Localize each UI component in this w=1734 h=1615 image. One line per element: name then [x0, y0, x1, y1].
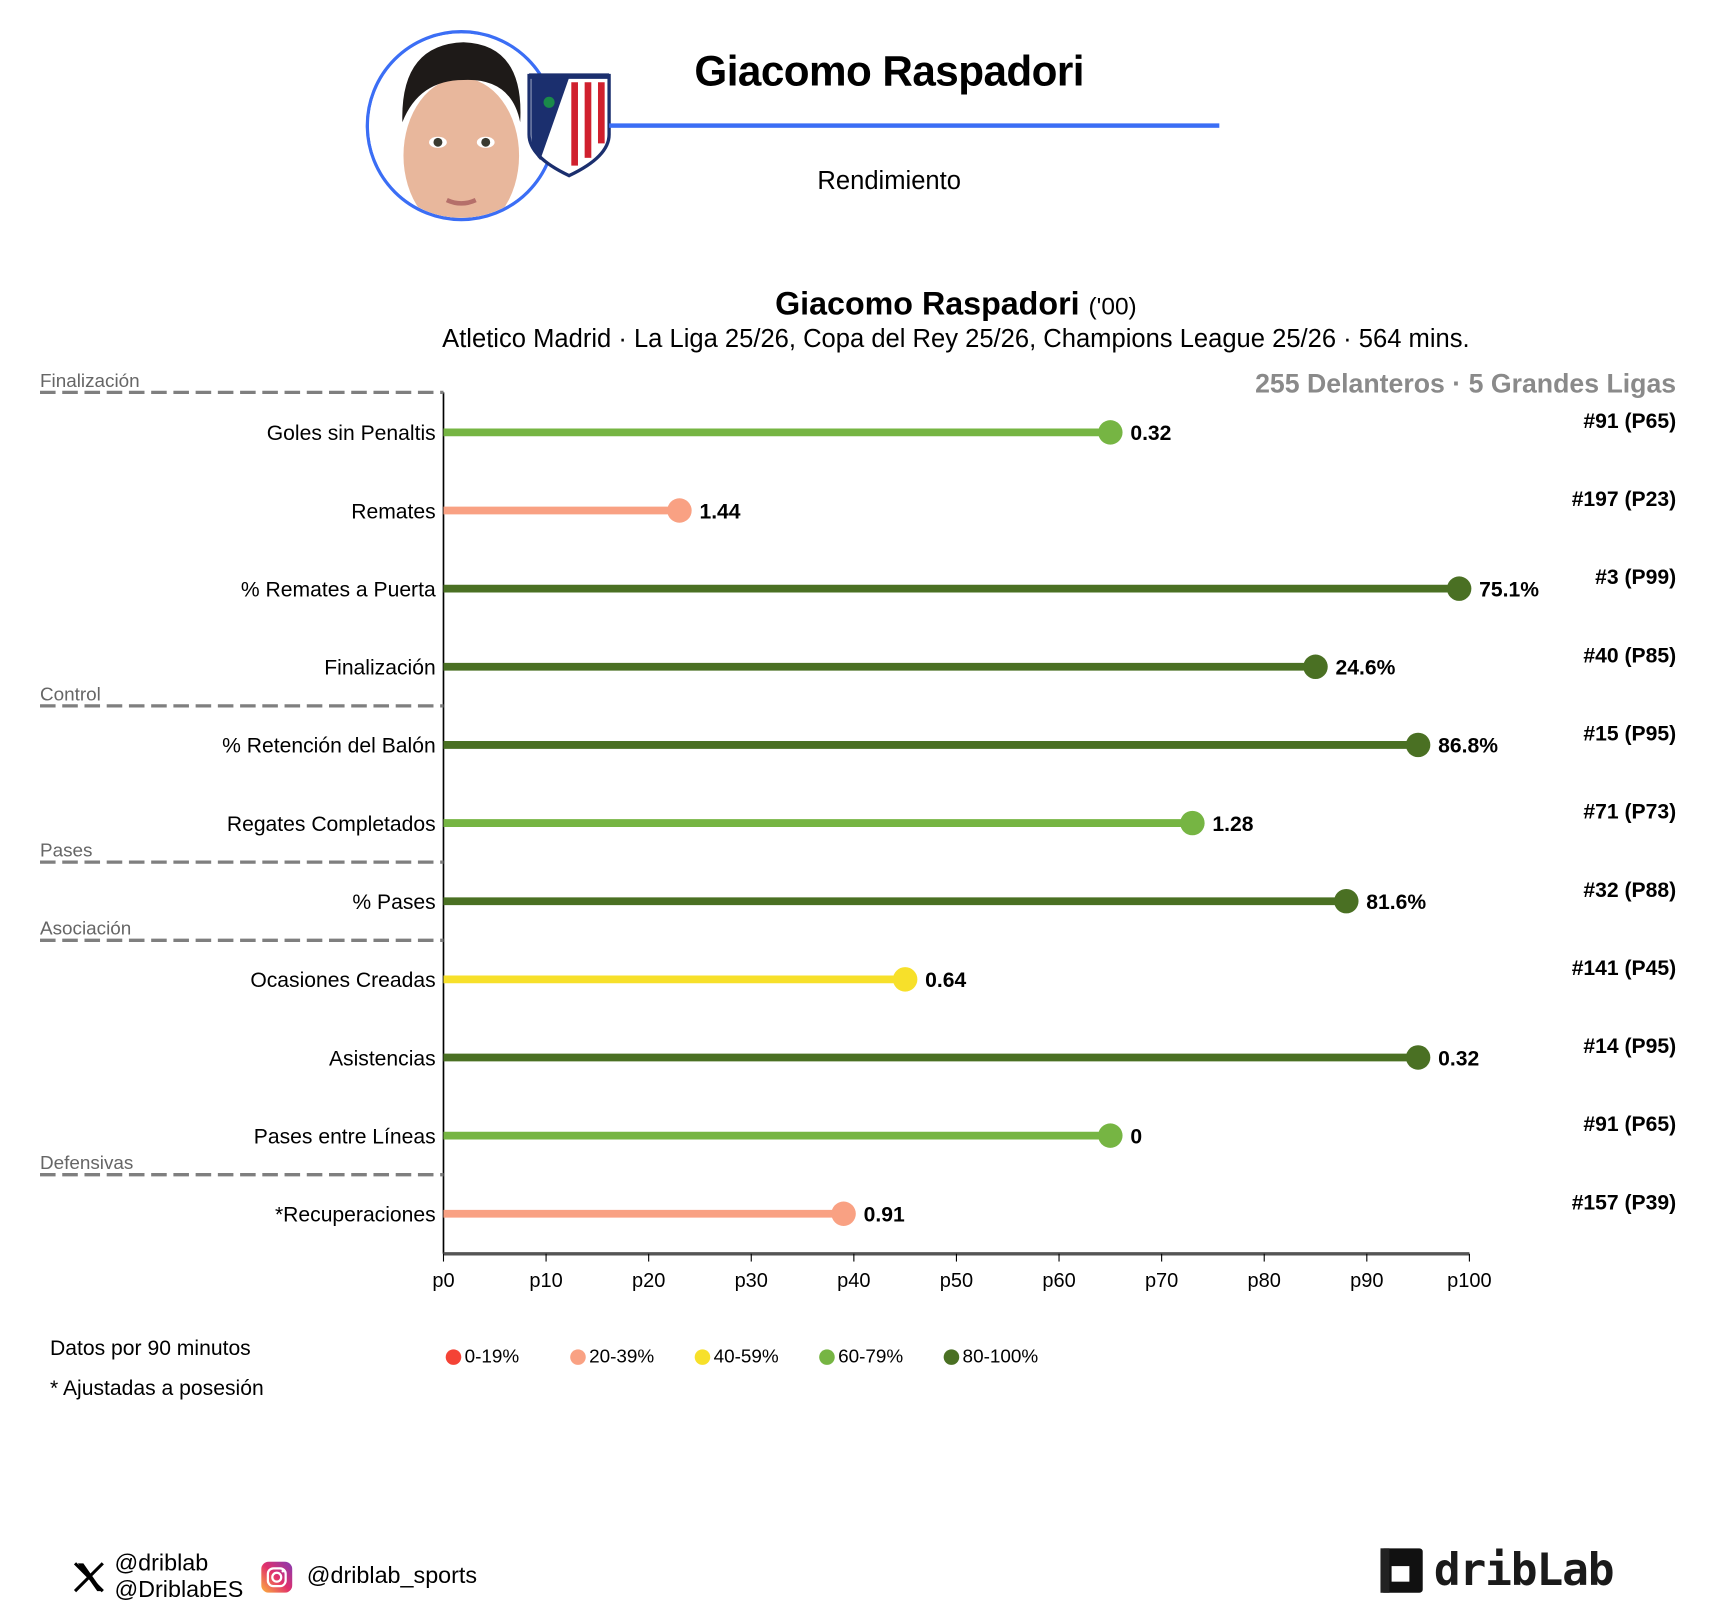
- metric-dot: [1098, 1123, 1123, 1148]
- chart-title: Giacomo Raspadori ('00): [333, 287, 1578, 324]
- legend-label: 80-100%: [962, 1346, 1039, 1368]
- x-handle-2[interactable]: @DriblabES: [114, 1577, 244, 1603]
- legend-dot-icon: [570, 1349, 586, 1365]
- metric-label: Regates Completados: [227, 813, 436, 836]
- x-tick-label: p50: [940, 1270, 973, 1292]
- metric-rank: #3 (P99): [1595, 566, 1676, 589]
- x-tick-label: p80: [1248, 1270, 1281, 1292]
- section-label: Asociación: [40, 919, 131, 940]
- metric-rank: #14 (P95): [1583, 1035, 1676, 1058]
- driblab-logo-text: dribLab: [1433, 1544, 1615, 1597]
- legend-dot-icon: [445, 1349, 462, 1365]
- x-tick-label: p10: [529, 1270, 562, 1292]
- legend-item: 20-39%: [570, 1346, 694, 1368]
- metric-rank: #40 (P85): [1583, 644, 1676, 667]
- lollipop-chart: p0 p10 p20 p30 p40 p50 p60 p70 p80 p90 p100 Finaliz…: [40, 371, 1676, 1292]
- metric-value: 0.32: [1130, 422, 1171, 445]
- section-label: Finalización: [40, 371, 140, 392]
- x-tick-label: p100: [1447, 1270, 1492, 1292]
- x-handle-1[interactable]: @driblab: [114, 1550, 209, 1577]
- metric-label: Goles sin Penaltis: [267, 422, 436, 445]
- note-per90: Datos por 90 minutos: [50, 1337, 251, 1361]
- x-logo-icon: [73, 1562, 104, 1593]
- x-tick-label: p60: [1042, 1270, 1075, 1292]
- metric-value: 81.6%: [1366, 891, 1426, 914]
- metric-value: 1.44: [699, 500, 740, 523]
- metric-label: % Remates a Puerta: [241, 578, 436, 601]
- driblab-logo-icon: [1380, 1548, 1423, 1593]
- metric-rank: #91 (P65): [1583, 1113, 1676, 1136]
- x-tick-label: p90: [1350, 1270, 1383, 1292]
- x-tick-label: p40: [837, 1270, 870, 1292]
- metric-rank: #157 (P39): [1572, 1191, 1676, 1214]
- legend-label: 60-79%: [838, 1346, 904, 1368]
- legend-label: 20-39%: [589, 1346, 655, 1368]
- metric-dot: [892, 967, 918, 992]
- legend-item: 40-59%: [694, 1346, 819, 1368]
- metric-value: 86.8%: [1438, 735, 1498, 758]
- legend-dot-icon: [694, 1349, 711, 1365]
- section-label: Pases: [40, 841, 92, 862]
- metric-value: 1.28: [1212, 813, 1253, 836]
- header-subtitle: Rendimiento: [817, 165, 961, 195]
- section-label: Defensivas: [40, 1153, 133, 1174]
- metric-value: 0.32: [1438, 1047, 1479, 1070]
- metric-rank: #141 (P45): [1572, 957, 1676, 980]
- metric-value: 0: [1130, 1125, 1142, 1148]
- x-tick-label: p30: [735, 1270, 768, 1292]
- metric-dot: [667, 498, 692, 523]
- metric-label: % Pases: [352, 891, 435, 914]
- metric-dot: [1446, 576, 1472, 601]
- metric-rank: #32 (P88): [1583, 879, 1676, 902]
- instagram-handle[interactable]: @driblab_sports: [306, 1562, 478, 1589]
- metric-value: 0.64: [925, 969, 966, 992]
- legend-item: 60-79%: [819, 1346, 943, 1368]
- population-label: 255 Delanteros · 5 Grandes Ligas: [1255, 369, 1677, 400]
- metric-rank: #71 (P73): [1583, 801, 1676, 824]
- driblab-logo: dribLab: [1378, 1544, 1615, 1597]
- chart-title-year: ('00): [1088, 292, 1137, 321]
- chart-subtitle: Atletico Madrid · La Liga 25/26, Copa de…: [442, 323, 1470, 353]
- metric-rank: #197 (P23): [1572, 488, 1676, 511]
- metric-label: % Retención del Balón: [222, 735, 436, 758]
- metric-label: Remates: [351, 500, 435, 523]
- metric-value: 24.6%: [1336, 657, 1396, 680]
- header-divider: [609, 123, 1220, 128]
- note-adjusted: * Ajustadas a posesión: [50, 1377, 264, 1401]
- legend-item: 80-100%: [943, 1346, 1068, 1368]
- metric-rank: #15 (P95): [1583, 722, 1676, 745]
- legend: 0-19% 20-39% 40-59% 60-79% 80-100%: [445, 1346, 1068, 1368]
- legend-dot-icon: [943, 1349, 960, 1365]
- x-tick-label: p70: [1145, 1270, 1178, 1292]
- legend-dot-icon: [819, 1349, 835, 1365]
- section-label: Control: [40, 684, 101, 705]
- metric-value: 75.1%: [1479, 578, 1539, 601]
- metric-label: Pases entre Líneas: [254, 1125, 436, 1148]
- metric-rank: #91 (P65): [1583, 410, 1676, 433]
- club-crest-icon: [527, 73, 611, 178]
- instagram-icon: [261, 1561, 293, 1593]
- legend-item: 0-19%: [445, 1346, 570, 1368]
- player-photo: [365, 30, 557, 222]
- metric-label: Ocasiones Creadas: [250, 969, 435, 992]
- metric-dot: [1303, 654, 1328, 680]
- x-tick-label: p0: [432, 1270, 454, 1292]
- legend-label: 0-19%: [464, 1346, 520, 1368]
- metric-dot: [831, 1201, 856, 1226]
- chart-title-name: Giacomo Raspadori: [775, 286, 1080, 323]
- metric-dot: [1180, 810, 1205, 836]
- metric-dot: [1405, 1045, 1431, 1070]
- metric-label: Asistencias: [329, 1047, 436, 1070]
- metric-label: Finalización: [324, 657, 435, 680]
- metric-value: 0.91: [864, 1204, 905, 1227]
- metric-dot: [1098, 420, 1123, 445]
- metric-dot: [1334, 888, 1359, 914]
- player-name-title: Giacomo Raspadori: [694, 48, 1084, 96]
- metric-label: *Recuperaciones: [275, 1204, 436, 1227]
- legend-label: 40-59%: [713, 1346, 779, 1368]
- player-face-icon: [369, 33, 554, 218]
- metric-dot: [1405, 732, 1431, 758]
- x-tick-label: p20: [632, 1270, 665, 1292]
